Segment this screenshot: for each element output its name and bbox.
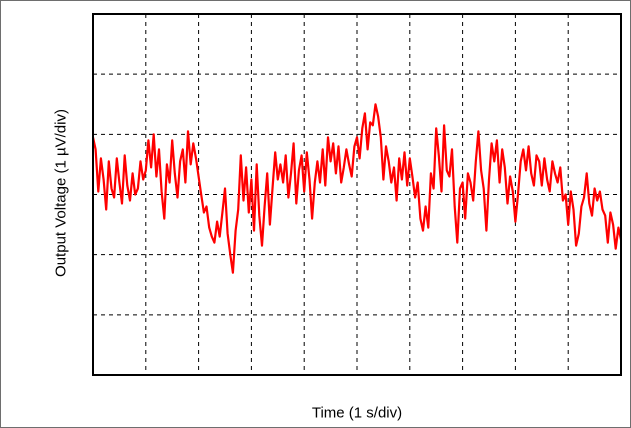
y-axis-label: Output Voltage (1 µV/div): [53, 109, 70, 277]
x-axis-label: Time (1 s/div): [312, 405, 402, 422]
